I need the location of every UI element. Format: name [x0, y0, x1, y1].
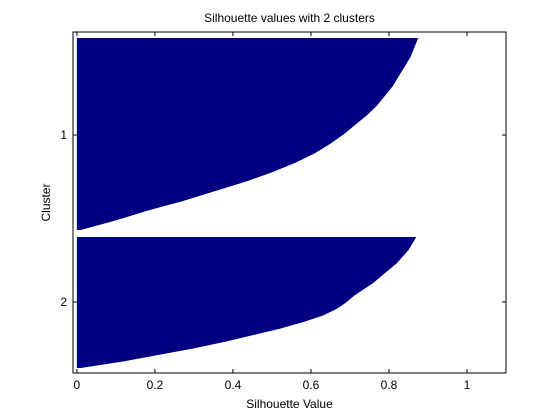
y-tick-label-cluster-2: 2	[60, 295, 67, 309]
y-tick-label-cluster-1: 1	[60, 128, 67, 142]
x-tick-label: 0	[74, 378, 81, 392]
x-tick-label: 1	[464, 378, 471, 392]
chart-title: Silhouette values with 2 clusters	[204, 11, 375, 25]
x-tick-label: 0.2	[147, 378, 164, 392]
x-tick-label: 0.4	[225, 378, 242, 392]
x-tick-label: 0.6	[303, 378, 320, 392]
x-axis-label: Silhouette Value	[246, 397, 333, 411]
y-axis-label: Cluster	[39, 183, 53, 221]
x-tick-label: 0.8	[381, 378, 398, 392]
